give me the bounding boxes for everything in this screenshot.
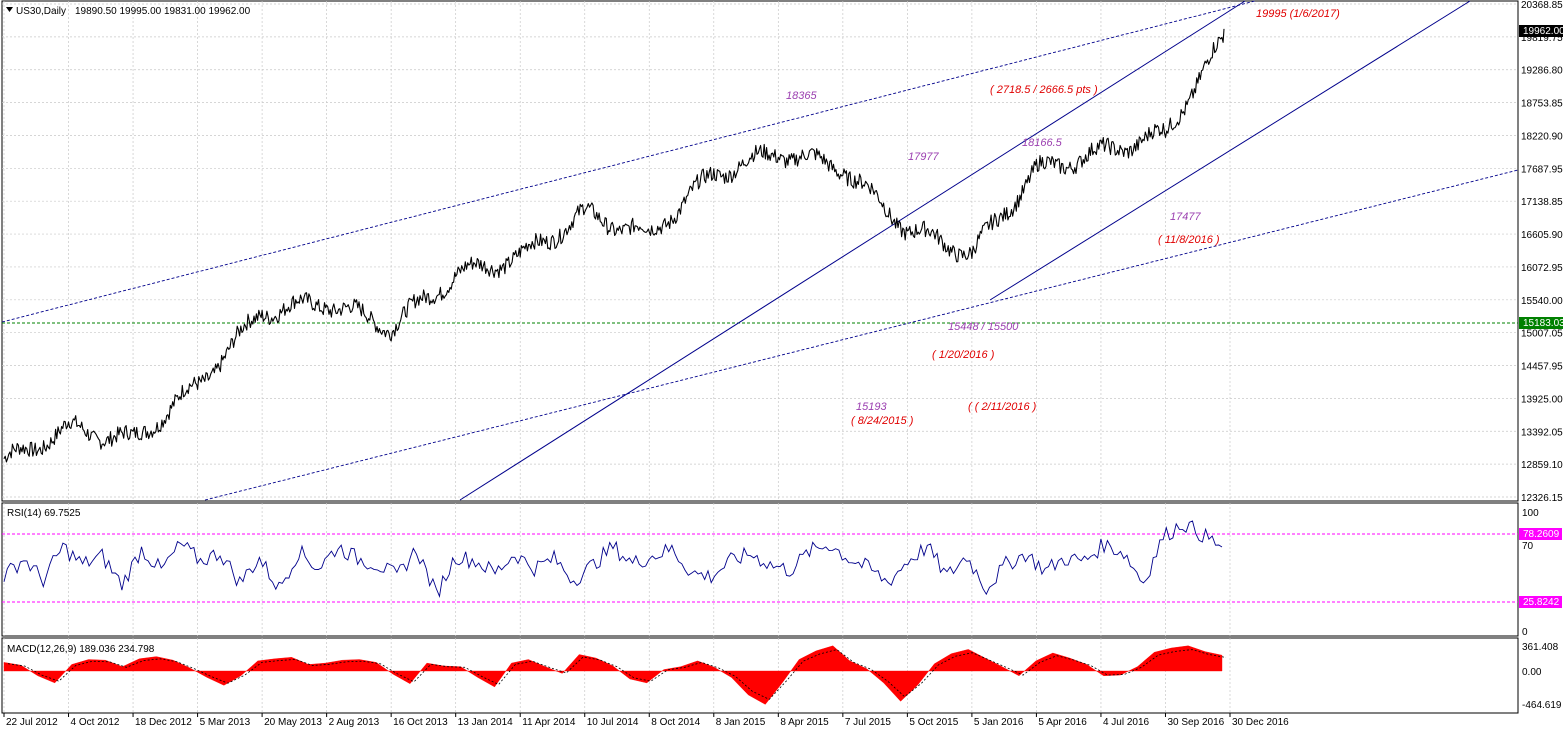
time-axis[interactable]: 22 Jul 2012 4 Oct 2012 18 Dec 2012 5 Mar 20… — [3, 713, 1289, 728]
lower-dashed-trendline[interactable] — [204, 169, 1519, 501]
annotation-date-1-20: ( 1/20/2016 ) — [932, 349, 995, 361]
time-tick-label: 30 Dec 2016 — [1232, 717, 1289, 728]
support-price-label: 15183.03 — [1523, 318, 1565, 329]
annotation-high-17977: 17977 — [908, 151, 939, 163]
macd-tick-high: 361.408 — [1522, 642, 1559, 653]
annotation-date-2-11: ( ( 2/11/2016 ) — [968, 401, 1037, 413]
time-tick-label: 7 Jul 2015 — [845, 717, 892, 728]
time-tick-label: 4 Oct 2012 — [71, 717, 120, 728]
time-tick-label: 4 Jul 2016 — [1103, 717, 1150, 728]
time-tick-label: 5 Oct 2015 — [909, 717, 958, 728]
annotation-high-18166: 18166.5 — [1022, 137, 1063, 149]
time-tick-label: 11 Apr 2014 — [522, 717, 576, 728]
rsi-title: RSI(14) 69.7525 — [7, 508, 81, 519]
chart-annotations: 19995 (1/6/2017) ( 2718.5 / 2666.5 pts )… — [786, 8, 1340, 427]
price-tick-label: 18220.90 — [1521, 131, 1563, 142]
time-tick-label: 5 Jan 2016 — [974, 717, 1024, 728]
symbol-title: US30,Daily — [16, 6, 66, 17]
price-tick-label: 14457.95 — [1521, 362, 1563, 373]
macd-signal-line[interactable] — [7, 649, 1227, 700]
price-scale[interactable]: 20368.85 19819.75 19286.80 18753.85 18220.90… — [1521, 0, 1563, 504]
rsi-tick-0: 0 — [1522, 627, 1528, 638]
rsi-tick-70: 70 — [1522, 541, 1534, 552]
right-solid-trendline[interactable] — [989, 0, 1471, 301]
price-tick-label: 12326.15 — [1521, 493, 1563, 504]
time-tick-label: 8 Oct 2014 — [651, 717, 700, 728]
macd-tick-low: -464.619 — [1522, 700, 1562, 711]
price-tick-label: 17138.85 — [1521, 197, 1563, 208]
annotation-low-15448: 15448 / 15500 — [948, 321, 1019, 333]
macd-tick-zero: 0.00 — [1522, 667, 1542, 678]
time-tick-label: 5 Mar 2013 — [200, 717, 251, 728]
annotation-high-18365: 18365 — [786, 90, 817, 102]
time-tick-label: 8 Jan 2015 — [716, 717, 766, 728]
ohlc-readout: 19890.50 19995.00 19831.00 19962.00 — [75, 6, 251, 17]
time-tick-label: 20 May 2013 — [264, 717, 322, 728]
annotation-peak-2017: 19995 (1/6/2017) — [1256, 8, 1340, 20]
price-tick-label: 20368.85 — [1521, 0, 1563, 11]
price-tick-label: 19819.75 — [1521, 33, 1563, 44]
annotation-range-pts: ( 2718.5 / 2666.5 pts ) — [990, 84, 1098, 96]
price-tick-label: 13392.05 — [1521, 427, 1563, 438]
time-tick-label: 18 Dec 2012 — [135, 717, 192, 728]
upper-dashed-trendline[interactable] — [1, 0, 1256, 323]
macd-title: MACD(12,26,9) 189.036 234.798 — [7, 644, 155, 655]
price-tick-label: 16605.90 — [1521, 230, 1563, 241]
time-tick-label: 30 Sep 2016 — [1167, 717, 1224, 728]
time-tick-label: 13 Jan 2014 — [458, 717, 513, 728]
annotation-low-15193: 15193 — [856, 401, 887, 413]
time-tick-label: 8 Apr 2015 — [780, 717, 829, 728]
price-tick-label: 15540.00 — [1521, 296, 1563, 307]
price-tick-label: 15007.05 — [1521, 329, 1563, 340]
rsi-upper-label: 78.2609 — [1523, 529, 1560, 540]
price-series-line[interactable] — [3, 28, 1225, 463]
time-tick-label: 5 Apr 2016 — [1038, 717, 1087, 728]
price-tick-label: 13925.00 — [1521, 394, 1563, 405]
price-tick-label: 12859.10 — [1521, 460, 1563, 471]
macd-histogram[interactable] — [3, 645, 1223, 705]
rsi-line[interactable] — [3, 520, 1223, 598]
time-tick-label: 2 Aug 2013 — [329, 717, 380, 728]
price-tick-label: 19286.80 — [1521, 66, 1563, 77]
annotation-low-17477: 17477 — [1170, 211, 1201, 223]
annotation-date-8-24: ( 8/24/2015 ) — [851, 415, 914, 427]
support-price-marker — [1519, 317, 1563, 329]
annotation-date-11-8: ( 11/8/2016 ) — [1158, 234, 1220, 246]
current-price-marker — [1519, 25, 1563, 37]
rsi-lower-marker — [1519, 596, 1562, 608]
macd-grid — [3, 638, 1231, 713]
rsi-panel[interactable] — [1, 502, 1519, 637]
time-tick-label: 10 Jul 2014 — [587, 717, 639, 728]
main-price-panel[interactable] — [1, 0, 1519, 502]
middle-solid-trendline[interactable] — [459, 0, 1246, 501]
rsi-tick-100: 100 — [1522, 508, 1539, 519]
time-tick-label: 16 Oct 2013 — [393, 717, 448, 728]
main-grid — [2, 1, 1518, 501]
price-tick-label: 16072.95 — [1521, 263, 1563, 274]
rsi-upper-marker — [1519, 528, 1562, 540]
triangle-down-icon[interactable] — [6, 7, 13, 12]
rsi-lower-label: 25.8242 — [1523, 597, 1560, 608]
price-tick-label: 18753.85 — [1521, 99, 1563, 110]
price-tick-label: 17687.95 — [1521, 164, 1563, 175]
current-price-label: 19962.00 — [1523, 26, 1565, 37]
time-tick-label: 22 Jul 2012 — [6, 717, 58, 728]
